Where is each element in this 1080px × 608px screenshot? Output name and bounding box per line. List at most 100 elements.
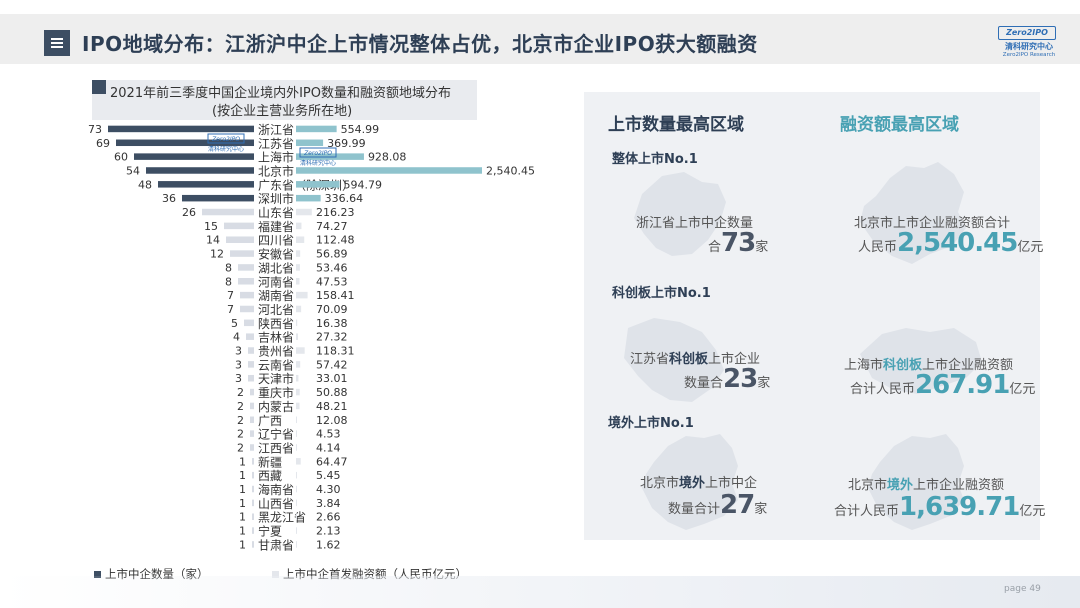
amount-label: 4.30 xyxy=(316,483,341,496)
amount-bar xyxy=(296,444,297,451)
page-title: IPO地域分布：江浙沪中企上市情况整体占优，北京市企业IPO获大额融资 xyxy=(82,32,758,56)
amount-label: 70.09 xyxy=(316,303,348,316)
sec1-left-prefix: 合 xyxy=(708,240,722,255)
amount-bar xyxy=(296,305,302,313)
region-label: 上海市 xyxy=(258,150,294,165)
header-band xyxy=(0,14,1080,64)
count-label: 1 xyxy=(239,469,246,482)
region-label: 辽宁省 xyxy=(258,427,294,442)
jiangsu-map-icon xyxy=(624,318,724,402)
count-bar xyxy=(252,485,254,493)
amount-label: 4.14 xyxy=(316,441,341,454)
amount-bar xyxy=(296,333,299,340)
count-label: 1 xyxy=(239,538,246,551)
menu-icon[interactable] xyxy=(44,30,70,56)
watermark-logo-cn: 清科研究中心 xyxy=(208,145,244,153)
chart-subtitle: (按企业主营业务所在地) xyxy=(212,104,353,119)
amount-label: 2.66 xyxy=(316,511,341,524)
region-label: 天津市 xyxy=(258,371,294,386)
sec2-left-prefix: 数量合 xyxy=(684,376,724,391)
count-label: 1 xyxy=(239,511,246,524)
chart-title-box xyxy=(92,80,477,120)
count-label: 7 xyxy=(227,303,234,316)
amount-label: 369.99 xyxy=(327,137,366,150)
region-label: 云南省 xyxy=(258,357,294,372)
logo-mark: Zero2IPO xyxy=(998,26,1056,40)
region-label: 吉林省 xyxy=(258,331,294,345)
count-bar xyxy=(116,139,254,147)
count-bar xyxy=(134,153,254,160)
count-label: 54 xyxy=(126,164,140,177)
highlights-panel: 上市数量最高区域 融资额最高区域 整体上市No.1 浙江省上市中企数量 合73家… xyxy=(584,92,1045,540)
zhejiang-map-icon xyxy=(634,172,726,256)
sec3-left-line1: 北京市境外上市中企 xyxy=(640,472,757,491)
count-label: 2 xyxy=(237,400,244,413)
count-bar xyxy=(108,125,254,133)
sec3-right-line2: 合计人民币1,639.71亿元 xyxy=(834,492,1045,522)
count-bar xyxy=(230,250,254,257)
sec3-right-a1: 北京市 xyxy=(848,478,888,493)
count-bar xyxy=(158,181,254,188)
section-overall: 整体上市No.1 xyxy=(612,152,698,167)
sec2-left-line1: 江苏省科创板上市企业 xyxy=(630,348,760,367)
sec3-left-line2: 数量合计27家 xyxy=(668,490,767,520)
count-bar xyxy=(246,333,254,340)
count-label: 3 xyxy=(235,358,242,371)
region-label: 福建省 xyxy=(258,219,294,234)
watermark-logo-box xyxy=(299,147,337,158)
section-star-market: 科创板上市No.1 xyxy=(612,286,711,301)
legend-amount-swatch xyxy=(272,571,279,578)
sec2-right-line1: 上海市科创板上市企业融资额 xyxy=(844,354,1013,373)
amount-label: 112.48 xyxy=(316,234,355,247)
count-label: 15 xyxy=(204,220,218,233)
amount-label: 336.64 xyxy=(325,192,364,205)
region-label: 海南省 xyxy=(258,482,294,497)
count-bar xyxy=(202,208,254,216)
amount-bar xyxy=(296,527,297,534)
amount-label: 928.08 xyxy=(368,151,407,164)
amount-label: 74.27 xyxy=(316,220,348,233)
amount-label: 50.88 xyxy=(316,386,348,399)
amount-label: 2,540.45 xyxy=(486,164,535,177)
watermark-logo-box xyxy=(207,133,245,144)
amount-label: 5.45 xyxy=(316,469,341,482)
count-bar xyxy=(252,499,254,507)
sec2-right-number: 267.91 xyxy=(915,370,1010,400)
amount-bar xyxy=(296,319,298,327)
beijing-map-icon xyxy=(860,162,966,264)
amount-bar xyxy=(296,167,482,174)
watermark-logo-cn: 清科研究中心 xyxy=(300,159,336,167)
count-bar xyxy=(252,527,254,534)
amount-label: 594.79 xyxy=(344,178,383,191)
region-label: 广西 xyxy=(258,414,282,428)
sec2-left-a1: 江苏省 xyxy=(630,352,670,367)
region-label: 新疆 xyxy=(258,454,282,469)
sec3-left-number: 27 xyxy=(720,490,755,520)
page-number: page 49 xyxy=(1004,584,1041,594)
count-bar xyxy=(252,541,254,548)
count-label: 12 xyxy=(210,248,224,261)
region-label: 贵州省 xyxy=(258,345,294,359)
amount-label: 3.84 xyxy=(316,497,341,510)
amount-label: 53.46 xyxy=(316,261,348,274)
count-label: 14 xyxy=(206,234,220,247)
count-label: 8 xyxy=(225,261,232,274)
region-label: 河南省 xyxy=(258,274,294,289)
amount-label: 1.62 xyxy=(316,538,341,551)
count-bar xyxy=(238,264,254,271)
region-label: 山东省 xyxy=(258,206,294,220)
amount-bar xyxy=(296,513,297,520)
count-label: 73 xyxy=(88,123,102,136)
region-label: 山西省 xyxy=(258,497,294,511)
amount-bar xyxy=(296,541,297,548)
sec2-left-a2: 科创板 xyxy=(669,352,709,367)
count-bar xyxy=(224,222,254,230)
region-label: 内蒙古 xyxy=(258,399,294,414)
region-label: 浙江省 xyxy=(258,123,294,137)
sec1-right-prefix: 人民币 xyxy=(858,240,898,255)
sec3-right-a3: 上市企业融资额 xyxy=(913,478,1005,493)
sec3-right-a2: 境外 xyxy=(887,478,914,493)
amount-label: 33.01 xyxy=(316,372,348,385)
count-label: 4 xyxy=(233,331,240,344)
amount-bar xyxy=(296,485,297,493)
